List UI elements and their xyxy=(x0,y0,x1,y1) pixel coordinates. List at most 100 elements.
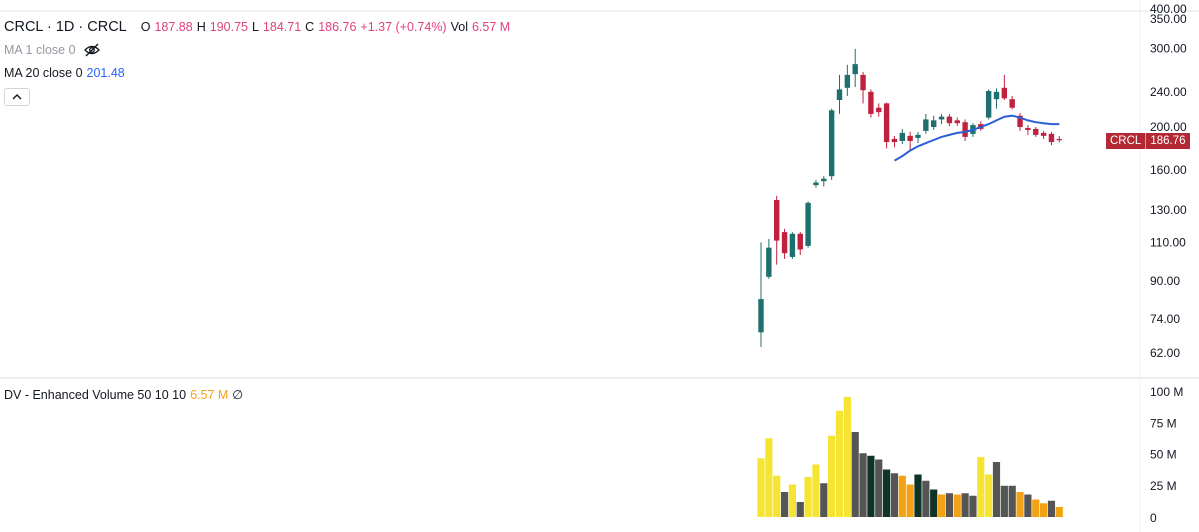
volume-bars xyxy=(757,397,1063,517)
candle xyxy=(1033,126,1039,137)
volume-axis-label: 50 M xyxy=(1150,448,1177,462)
main-legend: CRCL · 1D · CRCL O 187.88 H 190.75 L 184.71… xyxy=(4,19,510,35)
volume-bar xyxy=(804,477,812,517)
volume-indicator-value: 6.57 M xyxy=(190,387,229,402)
candle xyxy=(805,201,811,248)
candle xyxy=(923,113,929,134)
price-axis-label: 300.00 xyxy=(1150,42,1187,56)
candle xyxy=(954,117,960,127)
open-value: 187.88 xyxy=(154,20,193,34)
candle xyxy=(774,195,780,265)
candle xyxy=(891,135,898,148)
candle xyxy=(1048,131,1055,146)
volume-axis-label: 75 M xyxy=(1150,416,1177,430)
candle xyxy=(915,131,921,144)
volume-bar xyxy=(1000,485,1008,517)
candle xyxy=(852,48,858,88)
candle xyxy=(781,228,788,259)
volume-bar xyxy=(859,453,867,517)
ma20-line xyxy=(894,114,1060,162)
volume-bar xyxy=(875,459,883,517)
price-axis-label: 200.00 xyxy=(1150,120,1187,134)
ma20-label: MA 20 close 0 xyxy=(4,66,83,80)
candles xyxy=(758,48,1062,347)
volume-bar xyxy=(1032,499,1040,517)
price-axis-label: 62.00 xyxy=(1150,346,1180,360)
candle xyxy=(985,89,992,120)
price-axis-label: 240.00 xyxy=(1150,85,1187,99)
high-value: 190.75 xyxy=(209,20,248,34)
volume-bar xyxy=(757,458,765,517)
volume-bar xyxy=(1055,507,1063,517)
candle xyxy=(876,103,882,117)
candle xyxy=(1056,136,1062,143)
volume-bar xyxy=(945,493,953,517)
candle xyxy=(844,64,851,96)
volume-legend[interactable]: DV - Enhanced Volume 50 10 10 6.57 M ∅ xyxy=(4,387,244,403)
symbol-title[interactable]: CRCL · 1D · CRCL xyxy=(4,19,127,35)
volume-bar xyxy=(796,502,804,517)
volume-bar xyxy=(780,492,789,517)
volume-bar xyxy=(765,438,773,517)
collapse-legend-button[interactable] xyxy=(4,88,30,106)
change-value: +1.37 (+0.74%) xyxy=(360,20,447,34)
eye-hidden-icon[interactable] xyxy=(83,43,100,57)
open-label: O xyxy=(140,20,151,34)
volume-axis-label: 100 M xyxy=(1150,385,1183,399)
candle xyxy=(946,113,953,127)
volume-bar xyxy=(820,483,828,517)
volume-bar xyxy=(906,484,914,517)
price-axis-label: 350.00 xyxy=(1150,12,1187,26)
ma20-value: 201.48 xyxy=(86,66,125,80)
volume-bar xyxy=(930,489,938,517)
candle xyxy=(836,74,843,114)
ma1-label: MA 1 close 0 xyxy=(4,43,76,57)
volume-bar xyxy=(1040,503,1048,517)
price-tag-value: 186.76 xyxy=(1146,133,1190,149)
volume-bar xyxy=(890,473,899,517)
last-price-tag: CRCL 186.76 xyxy=(1106,133,1190,149)
candle xyxy=(1017,113,1023,131)
volume-bar xyxy=(914,474,922,517)
low-value: 184.71 xyxy=(262,20,302,34)
ma1-legend[interactable]: MA 1 close 0 xyxy=(4,43,100,57)
vol-value: 6.57 M xyxy=(471,20,511,34)
volume-axis-label: 25 M xyxy=(1150,479,1177,493)
price-axis-label: 90.00 xyxy=(1150,274,1180,288)
volume-bar xyxy=(985,474,993,517)
volume-bar xyxy=(812,464,820,517)
price-axis-label: 110.00 xyxy=(1150,235,1186,249)
volume-bar xyxy=(953,494,961,517)
candle xyxy=(938,113,945,125)
candle xyxy=(883,102,890,149)
volume-bar xyxy=(1024,494,1032,517)
volume-bar xyxy=(898,475,906,517)
volume-axis[interactable]: 100 M 75 M 50 M 25 M 0 xyxy=(1150,385,1183,525)
close-value: 186.76 xyxy=(318,20,357,34)
candle xyxy=(797,232,803,256)
candle xyxy=(813,179,819,188)
volume-bar xyxy=(969,495,977,517)
volume-bar xyxy=(773,475,781,517)
volume-bar xyxy=(1008,485,1016,517)
price-axis-label: 74.00 xyxy=(1150,312,1180,326)
candle xyxy=(758,242,764,347)
volume-bar xyxy=(867,455,875,517)
candle xyxy=(907,131,913,151)
candle xyxy=(1009,95,1015,110)
volume-bar xyxy=(1016,492,1024,517)
candle xyxy=(1040,130,1047,139)
volume-bar xyxy=(828,435,836,517)
ma20-legend[interactable]: MA 20 close 0 201.48 xyxy=(4,66,125,80)
volume-axis-label: 0 xyxy=(1150,511,1157,525)
volume-bar xyxy=(977,457,985,517)
volume-bar xyxy=(883,469,891,517)
price-tag-symbol: CRCL xyxy=(1106,133,1147,149)
volume-indicator-extra: ∅ xyxy=(232,388,244,402)
candle xyxy=(868,89,874,118)
price-axis-label: 160.00 xyxy=(1150,163,1187,177)
price-axis-label: 130.00 xyxy=(1150,203,1187,217)
